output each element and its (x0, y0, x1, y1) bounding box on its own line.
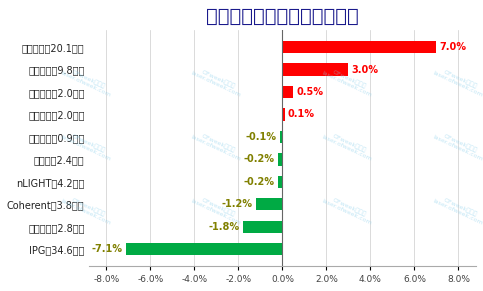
Text: OFweek激光网
laser.ofweek.com: OFweek激光网 laser.ofweek.com (432, 193, 483, 226)
Text: -7.1%: -7.1% (92, 244, 123, 254)
Text: OFweek激光网
laser.ofweek.com: OFweek激光网 laser.ofweek.com (432, 65, 483, 98)
Text: -1.8%: -1.8% (208, 222, 240, 232)
Text: OFweek激光网
laser.ofweek.com: OFweek激光网 laser.ofweek.com (60, 65, 114, 98)
Text: -0.1%: -0.1% (246, 132, 277, 142)
Text: -0.2%: -0.2% (244, 177, 275, 187)
Bar (280, 131, 283, 143)
Bar (283, 41, 437, 53)
Text: OFweek激光网
laser.ofweek.com: OFweek激光网 laser.ofweek.com (190, 129, 244, 162)
Text: OFweek激光网
laser.ofweek.com: OFweek激光网 laser.ofweek.com (432, 129, 483, 162)
Title: 国内光纤激光器市场份额变化: 国内光纤激光器市场份额变化 (206, 7, 359, 26)
Text: OFweek激光网
laser.ofweek.com: OFweek激光网 laser.ofweek.com (321, 65, 375, 98)
Bar (256, 198, 283, 210)
Bar (283, 108, 284, 121)
Text: OFweek激光网
laser.ofweek.com: OFweek激光网 laser.ofweek.com (321, 129, 375, 162)
Text: OFweek激光网
laser.ofweek.com: OFweek激光网 laser.ofweek.com (60, 129, 114, 162)
Text: OFweek激光网
laser.ofweek.com: OFweek激光网 laser.ofweek.com (190, 193, 244, 226)
Bar (126, 243, 283, 255)
Text: 7.0%: 7.0% (440, 42, 467, 52)
Text: 3.0%: 3.0% (352, 65, 379, 74)
Text: OFweek激光网
laser.ofweek.com: OFweek激光网 laser.ofweek.com (60, 193, 114, 226)
Text: 0.1%: 0.1% (288, 109, 315, 120)
Bar (278, 176, 283, 188)
Text: OFweek激光网
laser.ofweek.com: OFweek激光网 laser.ofweek.com (190, 65, 244, 98)
Text: -0.2%: -0.2% (244, 154, 275, 164)
Bar (243, 221, 283, 233)
Text: 0.5%: 0.5% (297, 87, 324, 97)
Bar (278, 153, 283, 166)
Bar (283, 63, 348, 76)
Text: OFweek激光网
laser.ofweek.com: OFweek激光网 laser.ofweek.com (321, 193, 375, 226)
Text: -1.2%: -1.2% (222, 199, 253, 209)
Bar (283, 86, 293, 98)
